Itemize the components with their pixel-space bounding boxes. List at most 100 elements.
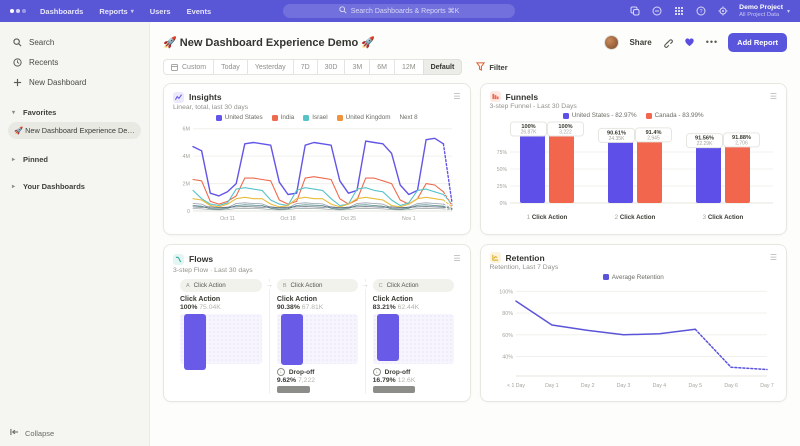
range-today[interactable]: Today <box>213 59 248 75</box>
range-yesterday[interactable]: Yesterday <box>246 59 294 75</box>
range-default[interactable]: Default <box>422 59 463 75</box>
flow-step-pill[interactable]: A Click Action <box>180 279 262 292</box>
legend-swatch <box>645 112 652 119</box>
nav-dashboards[interactable]: Dashboards <box>40 6 84 16</box>
drop-off-icon: ↓ <box>276 368 285 376</box>
insights-icon <box>173 91 184 103</box>
svg-text:4M: 4M <box>183 154 191 160</box>
range-12m[interactable]: 12M <box>393 59 424 75</box>
funnel-bar[interactable] <box>695 146 721 203</box>
share-button[interactable]: Share <box>629 37 652 47</box>
legend-item[interactable]: India <box>271 114 294 121</box>
filter-bar: Custom Today Yesterday 7D 30D 3M 6M 12M Default … <box>163 59 787 75</box>
svg-text:Day 4: Day 4 <box>652 383 666 389</box>
range-6m[interactable]: 6M <box>369 59 395 75</box>
range-7d[interactable]: 7D <box>292 59 318 75</box>
minus-circle-icon[interactable] <box>651 6 662 17</box>
flow-bar-area <box>372 314 454 364</box>
global-search-input[interactable]: Search Dashboards & Reports ⌘K <box>283 4 515 18</box>
sidebar-item-favorite-dashboard[interactable]: 🚀 New Dashboard Experience Demo ... <box>8 122 141 139</box>
card-menu-icon[interactable]: ☰ <box>769 91 777 101</box>
add-report-button[interactable]: Add Report <box>728 32 787 52</box>
legend-item[interactable]: United States - 82.97% <box>562 112 637 119</box>
filter-button[interactable]: Filter <box>476 61 508 73</box>
card-menu-icon[interactable]: ☰ <box>769 252 777 262</box>
org-switcher-icon[interactable] <box>629 6 640 17</box>
flow-dropoff: ↓ Drop-off 16.79% 12.6K <box>372 368 454 393</box>
more-options-button[interactable]: ••• <box>705 37 719 47</box>
legend-item[interactable]: Israel <box>303 114 328 121</box>
nav-reports[interactable]: Reports ▾ <box>99 6 134 16</box>
insights-line-chart[interactable]: 0 2M 4M 6M Oct 11 Oct 18 Oct 25 Nov 1 <box>173 122 461 227</box>
legend-item[interactable]: Next 8 <box>399 114 418 122</box>
legend-swatch <box>562 112 569 119</box>
svg-text:Oct 25: Oct 25 <box>341 216 356 222</box>
svg-text:6M: 6M <box>183 127 191 133</box>
favorite-heart-icon[interactable] <box>684 36 696 48</box>
legend-item[interactable]: United States <box>215 114 263 121</box>
nav-events[interactable]: Events <box>186 6 212 16</box>
svg-text:22.29K: 22.29K <box>696 141 713 147</box>
retention-line-chart[interactable]: 40% 60% 80% 100% < 1 Day Day 1 Day 2 Day 3 Day 4… <box>490 281 778 394</box>
sidebar-item-search[interactable]: Search <box>8 32 141 52</box>
dropoff-bar[interactable] <box>372 386 415 393</box>
section-label: Pinned <box>23 155 49 164</box>
funnel-bar[interactable] <box>724 145 750 203</box>
card-menu-icon[interactable]: ☰ <box>453 254 461 263</box>
sidebar-item-recents[interactable]: Recents <box>8 52 141 72</box>
help-icon[interactable]: ? <box>695 6 706 17</box>
flow-step-pill[interactable]: B Click Action <box>276 279 358 292</box>
funnels-bar-chart[interactable]: 0% 25% 50% 75% 100% 26.87K 100% 3,222 1 Click Ac… <box>490 119 778 230</box>
sidebar-item-new-dashboard[interactable]: New Dashboard <box>8 72 141 92</box>
app-logo[interactable] <box>10 9 26 13</box>
nav-users[interactable]: Users <box>149 6 171 16</box>
project-scope: All Project Data <box>739 11 780 18</box>
svg-text:90.61%: 90.61% <box>607 130 626 136</box>
svg-text:100%: 100% <box>558 124 572 130</box>
avatar[interactable] <box>604 34 620 50</box>
funnel-filter-icon <box>476 61 486 73</box>
svg-text:0: 0 <box>187 209 190 215</box>
sidebar-section-your-dashboards[interactable]: ▸ Your Dashboards <box>8 176 141 195</box>
funnel-bar[interactable] <box>607 141 633 203</box>
dropoff-bar[interactable] <box>276 386 310 393</box>
funnel-bar[interactable] <box>548 135 574 203</box>
funnel-bar[interactable] <box>519 135 545 203</box>
funnel-bar[interactable] <box>636 140 662 203</box>
chevron-down-icon: ▾ <box>130 8 134 15</box>
svg-text:Day 7: Day 7 <box>760 383 774 389</box>
range-custom[interactable]: Custom <box>163 59 215 75</box>
settings-gear-icon[interactable] <box>717 6 728 17</box>
card-title: Flows <box>189 254 214 264</box>
project-switcher[interactable]: Demo Project All Project Data ▾ <box>739 4 790 18</box>
flow-bar[interactable] <box>280 314 303 365</box>
clock-icon <box>12 57 22 67</box>
sidebar-section-favorites[interactable]: ▾ Favorites <box>8 102 141 121</box>
apps-grid-icon[interactable] <box>673 6 684 17</box>
flow-bar-area <box>180 314 262 370</box>
range-3m[interactable]: 3M <box>344 59 371 75</box>
legend-swatch <box>271 114 278 121</box>
legend-item[interactable]: Canada - 83.99% <box>645 112 704 119</box>
legend-item[interactable]: United Kingdom <box>336 114 390 121</box>
flow-bar[interactable] <box>184 314 206 370</box>
legend-item[interactable]: Average Retention <box>602 274 664 281</box>
svg-text:Oct 11: Oct 11 <box>220 216 235 222</box>
flow-step-pill[interactable]: C Click Action <box>372 279 454 292</box>
card-menu-icon[interactable]: ☰ <box>453 92 461 102</box>
sidebar-collapse-button[interactable]: Collapse <box>10 428 54 438</box>
section-label: Your Dashboards <box>23 182 85 191</box>
top-nav: Dashboards Reports ▾ Users Events <box>40 7 211 16</box>
sidebar-section-pinned[interactable]: ▸ Pinned <box>8 149 141 168</box>
card-subtitle: Linear, total, last 30 days <box>173 104 249 112</box>
card-title: Funnels <box>505 91 539 102</box>
collapse-icon <box>10 428 19 438</box>
svg-text:Day 6: Day 6 <box>724 383 738 389</box>
svg-text:91.56%: 91.56% <box>695 136 714 142</box>
section-label: Favorites <box>23 108 57 117</box>
flow-bar[interactable] <box>376 314 399 361</box>
retention-legend: Average Retention <box>490 273 778 281</box>
link-icon[interactable] <box>662 36 674 48</box>
drop-off-icon: ↓ <box>372 368 381 376</box>
range-30d[interactable]: 30D <box>316 59 346 75</box>
